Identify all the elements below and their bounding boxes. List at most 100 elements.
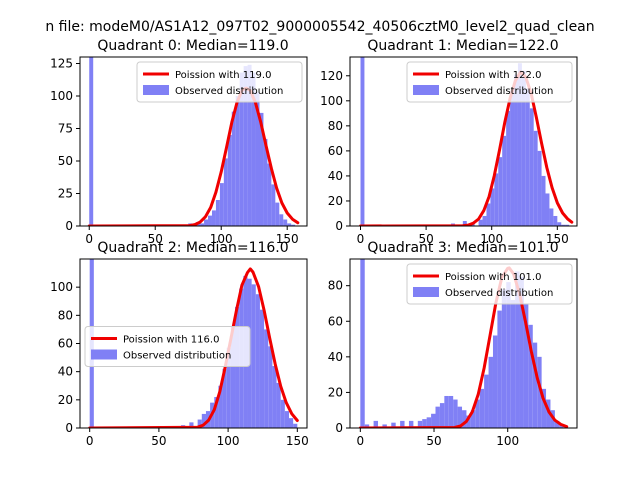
histogram-bar [230, 326, 236, 428]
histogram-bar [515, 271, 520, 428]
histogram-bar [528, 324, 533, 428]
histogram-bar [197, 419, 202, 428]
histogram-bar [279, 214, 284, 226]
y-tick-label: 20 [58, 393, 73, 407]
histogram-bar [284, 411, 290, 428]
plot-area [359, 57, 574, 226]
y-tick-label: 60 [328, 144, 343, 158]
histogram-bar [239, 72, 244, 226]
x-tick-label: 50 [418, 232, 433, 246]
y-tick-label: 0 [335, 219, 343, 233]
legend-box [136, 61, 303, 103]
histogram-bar [546, 399, 551, 428]
histogram-bar [457, 406, 463, 428]
y-tick-label: 80 [328, 279, 343, 293]
histogram-bar [218, 385, 223, 428]
histogram-bar [561, 224, 566, 226]
histogram-bar [287, 223, 292, 226]
histogram-bar [259, 309, 265, 428]
y-tick-label: 75 [58, 122, 73, 136]
y-tick-label: 20 [328, 385, 343, 399]
legend-label-poisson: Poission with 116.0 [123, 335, 219, 346]
histogram-bar [400, 420, 405, 428]
subplot-title: Quadrant 2: Median=116.0 [97, 240, 288, 256]
histogram-bar [422, 419, 427, 428]
x-tick-label: 150 [286, 434, 309, 448]
legend-hist-swatch [413, 85, 439, 95]
y-tick-label: 40 [328, 350, 343, 364]
y-tick-label: 60 [328, 314, 343, 328]
histogram-bar [391, 422, 396, 428]
axes-frame [349, 56, 578, 227]
histogram-bar [439, 403, 445, 428]
plot-area [358, 259, 569, 428]
legend-label-poisson: Poission with 101.0 [445, 272, 541, 283]
histogram-bar [268, 346, 273, 428]
histogram-bar [263, 138, 268, 226]
histogram-bar [554, 420, 560, 428]
histogram-bar [565, 224, 570, 226]
x-tick-label: 0 [85, 232, 93, 246]
histogram-bar [532, 342, 538, 428]
histogram-bar [466, 415, 471, 428]
histogram-bar [272, 366, 277, 428]
y-tick-label: 125 [50, 57, 73, 71]
histogram-bar [255, 294, 260, 428]
legend-hist-swatch [143, 85, 169, 95]
histogram-bar [533, 130, 538, 226]
histogram-bar [200, 223, 205, 226]
histogram-bar [488, 356, 493, 428]
y-tick-label: 80 [58, 308, 73, 322]
x-tick-label: 100 [210, 232, 233, 246]
legend: Poission with 119.0 Observed distribution [136, 61, 303, 103]
histogram-bar [291, 224, 296, 226]
x-tick-label: 100 [217, 434, 240, 448]
y-tick-label: 100 [50, 89, 73, 103]
y-tick-label: 100 [320, 94, 343, 108]
histogram-bar [235, 96, 240, 226]
subplot-title: Quadrant 3: Median=101.0 [367, 240, 558, 256]
histogram-bar [494, 173, 499, 226]
histogram-bar [444, 395, 449, 428]
histogram-bar [276, 382, 281, 428]
histogram-bar [521, 70, 526, 226]
histogram-bar [510, 299, 516, 428]
histogram-bar [482, 215, 487, 226]
histogram-bar [529, 108, 534, 226]
histogram-bar [519, 276, 524, 428]
y-tick-label: 20 [328, 194, 343, 208]
histogram-bar [497, 310, 502, 428]
histogram-bar [462, 220, 467, 226]
histogram-bar [475, 399, 480, 428]
histogram-bar [408, 420, 414, 428]
histogram-bar [510, 90, 515, 226]
histogram-bar [267, 163, 272, 226]
y-tick-label: 0 [335, 421, 343, 435]
histogram-bar [189, 422, 194, 428]
histogram-bar [222, 368, 227, 428]
legend: Poission with 122.0 Observed distribution [406, 61, 573, 103]
histogram-bar [484, 374, 489, 428]
histogram-bar [541, 388, 547, 428]
histogram-bar [453, 399, 458, 428]
histogram-bar [275, 202, 280, 226]
legend: Poission with 101.0 Observed distribution [406, 263, 573, 305]
legend-label-poisson: Poission with 119.0 [175, 70, 271, 81]
histogram-bar [557, 222, 562, 226]
histogram-bar [426, 417, 432, 428]
histogram-bar [271, 184, 276, 226]
subplot-quadrant-1: Quadrant 1: Median=122.0 0 50 100 150 0 20 40 6… [320, 38, 578, 246]
figure-suptitle: n file: modeM0/AS1A12_097T02_9000005542_… [45, 19, 594, 35]
histogram-bar [506, 282, 511, 428]
legend-label-observed: Observed distribution [175, 86, 283, 97]
histogram-bar [492, 335, 498, 428]
histogram-bar [490, 188, 495, 226]
legend-label-observed: Observed distribution [445, 288, 553, 299]
y-tick-label: 50 [58, 154, 73, 168]
histogram-bar [470, 410, 476, 428]
x-tick-label: 150 [546, 232, 569, 246]
histogram-bar [280, 399, 285, 428]
y-tick-label: 40 [58, 365, 73, 379]
legend-box [406, 61, 573, 103]
legend-box [84, 326, 251, 367]
